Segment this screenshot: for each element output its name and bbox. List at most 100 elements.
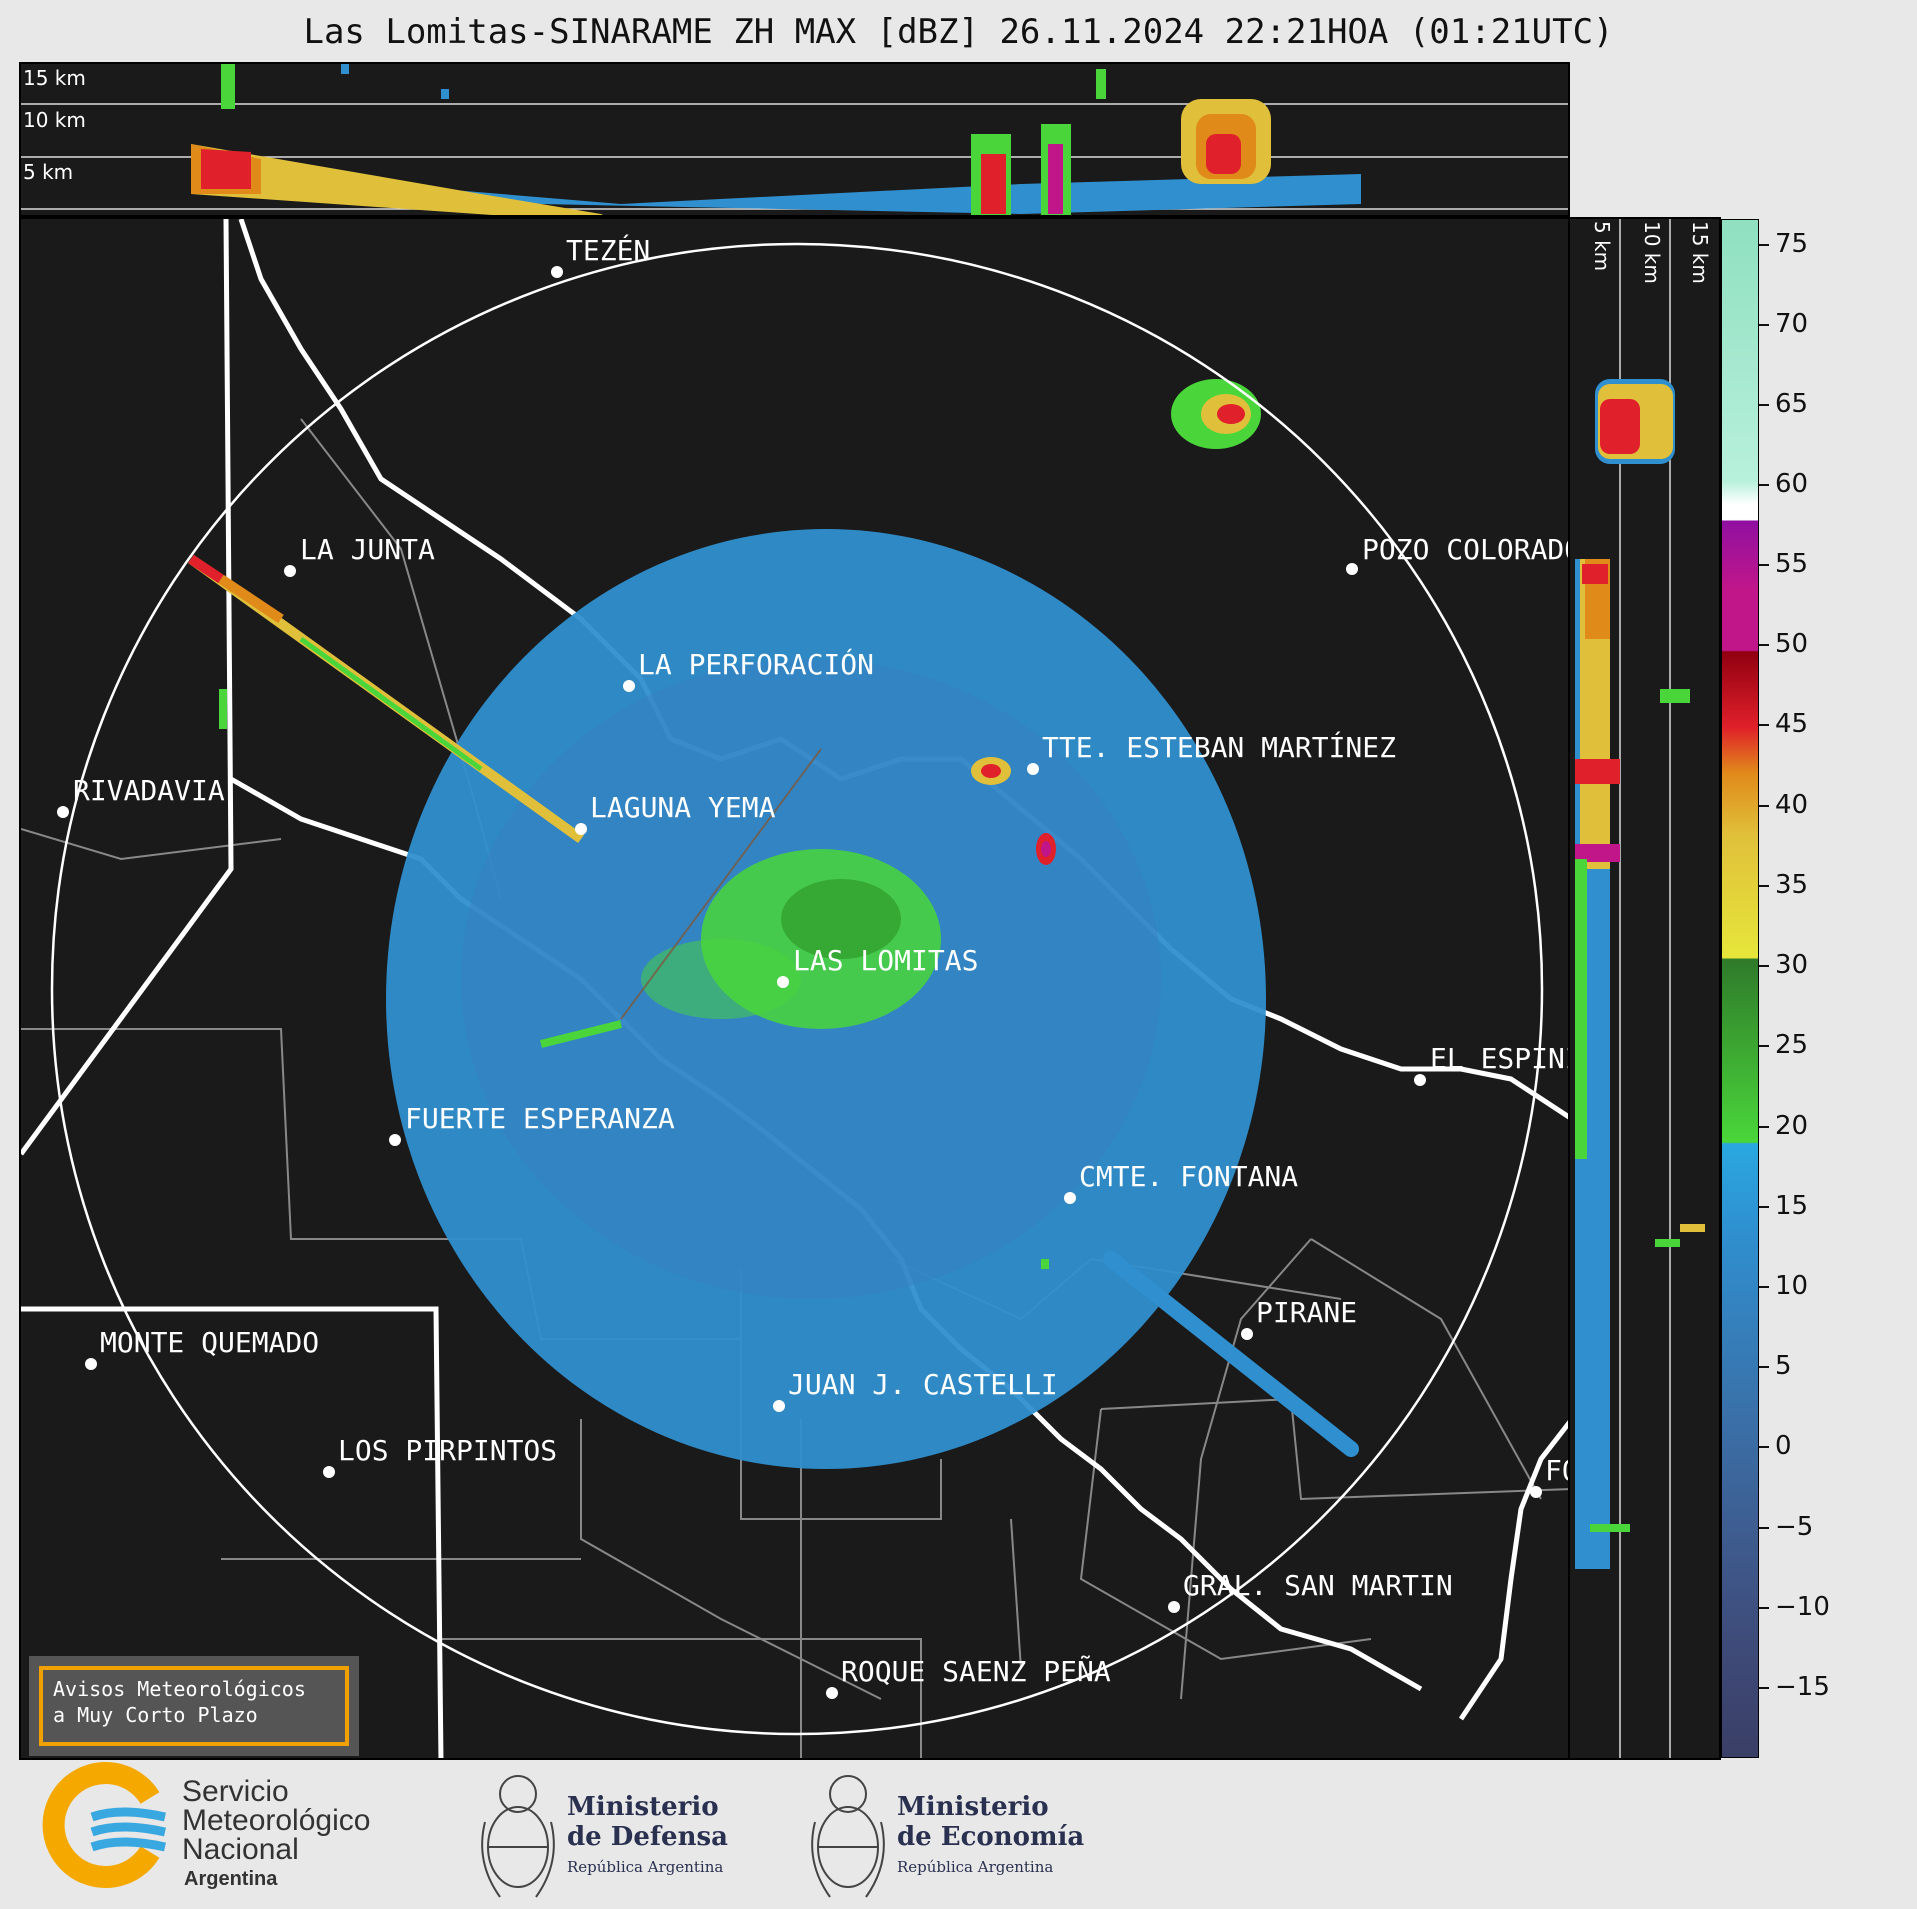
top-echo-green-column [221,64,235,109]
colorbar-label-55: 55 [1775,549,1809,579]
notice-line-1: Avisos Meteorológicos [53,1677,306,1701]
colorbar-label-40: 40 [1775,790,1809,820]
smn-logo-icon [42,1762,166,1888]
colorbar-tick-40 [1759,805,1769,807]
colorbar-tick-m5 [1759,1527,1769,1529]
colorbar-label-30: 30 [1775,950,1809,980]
city-markers [57,266,1542,1699]
colorbar-tick-55 [1759,564,1769,566]
map-title: Las Lomitas-SINARAME ZH MAX [dBZ] 26.11.… [303,12,1614,52]
smn-name-line3: Nacional [182,1833,299,1866]
city-marker-tte-esteban-martinez [1027,763,1039,775]
colorbar-tick-m15 [1759,1687,1769,1689]
colorbar-tick-20 [1759,1126,1769,1128]
city-marker-roque-saenz-pena [826,1687,838,1699]
city-label-cmte-fontana: CMTE. FONTANA [1079,1160,1298,1193]
city-label-tezen: TEZÉN [566,233,650,267]
city-marker-la-perforacion [623,680,635,692]
colorbar-label-m10: −10 [1775,1592,1830,1622]
side-altitude-label-10km: 10 km [1640,221,1664,284]
city-label-laguna-yema: LAGUNA YEMA [590,791,776,824]
colorbar-label-10: 10 [1775,1271,1809,1301]
side-altitude-label-15km: 15 km [1688,221,1712,284]
colorbar-tick-25 [1759,1045,1769,1047]
city-label-las-lomitas: LAS LOMITAS [793,944,978,977]
city-marker-formosa [1530,1486,1542,1498]
radar-map-panel: TEZÉN LA JUNTA POZO COLORADO LA PERFORAC… [19,217,1570,1760]
city-label-tte-esteban-martinez: TTE. ESTEBAN MARTÍNEZ [1042,730,1396,764]
colorbar-label-45: 45 [1775,709,1809,739]
smn-name-line2: Meteorológico [182,1804,371,1837]
side-altitude-label-5km: 5 km [1590,221,1614,272]
city-label-pozo-colorado: POZO COLORADO [1362,533,1570,566]
colorbar-tick-45 [1759,724,1769,726]
city-marker-juan-j-castelli [773,1400,785,1412]
city-label-la-junta: LA JUNTA [300,533,435,566]
footer-logos-svg [42,1762,885,1898]
altitude-label-5km: 5 km [23,160,74,184]
city-label-la-perforacion: LA PERFORACIÓN [638,647,874,681]
coat-of-arms-defensa-icon [481,1775,555,1898]
city-label-gral-san-martin: GRAL. SAN MARTIN [1183,1569,1453,1602]
colorbar-tick-60 [1759,484,1769,486]
city-marker-monte-quemado [85,1358,97,1370]
city-marker-los-pirpintos [323,1466,335,1478]
colorbar-label-70: 70 [1775,309,1809,339]
top-cross-section-svg [21,64,1568,215]
colorbar-tick-75 [1759,244,1769,246]
city-label-roque-saenz-pena: ROQUE SAENZ PEÑA [841,1654,1111,1688]
radar-map-svg: TEZÉN LA JUNTA POZO COLORADO LA PERFORAC… [21,219,1570,1758]
city-marker-el-espinillo [1414,1074,1426,1086]
colorbar-label-20: 20 [1775,1111,1809,1141]
top-echo-yellow [191,144,603,215]
coat-of-arms-economia-icon [811,1775,885,1898]
colorbar-tick-5 [1759,1366,1769,1368]
colorbar-label-25: 25 [1775,1030,1809,1060]
colorbar-tick-30 [1759,965,1769,967]
city-marker-las-lomitas [777,976,789,988]
colorbar-label-0: 0 [1775,1431,1792,1461]
city-label-fuerte-esperanza: FUERTE ESPERANZA [405,1102,675,1135]
colorbar-label-m15: −15 [1775,1672,1830,1702]
city-marker-la-junta [284,565,296,577]
colorbar-label-60: 60 [1775,469,1809,499]
colorbar-tick-65 [1759,404,1769,406]
colorbar-tick-15 [1759,1206,1769,1208]
city-label-pirane: PIRANE [1256,1296,1357,1329]
range-ring-circle [50,242,1544,1736]
dbz-colorbar [1721,219,1759,1758]
colorbar-label-m5: −5 [1775,1512,1814,1542]
city-marker-laguna-yema [575,823,587,835]
city-label-rivadavia: RIVADAVIA [73,774,225,807]
city-marker-pirane [1241,1328,1253,1340]
colorbar-label-50: 50 [1775,629,1809,659]
city-marker-gral-san-martin [1168,1601,1180,1613]
top-cross-section-panel: 15 km 10 km 5 km [19,62,1570,217]
notice-inner: Avisos Meteorológicos a Muy Corto Plazo [39,1666,349,1746]
colorbar-tick-50 [1759,644,1769,646]
altitude-label-10km: 10 km [23,108,86,132]
province-borders [21,219,444,1758]
city-label-juan-j-castelli: JUAN J. CASTELLI [788,1368,1058,1401]
colorbar-tick-70 [1759,324,1769,326]
colorbar-label-5: 5 [1775,1351,1792,1381]
colorbar-tick-10 [1759,1286,1769,1288]
city-marker-rivadavia [57,806,69,818]
economia-line1: Ministerio [897,1792,1049,1822]
economia-sub: República Argentina [897,1858,1054,1876]
side-cross-section-svg [1575,219,1705,1758]
smn-name-line1: Servicio [182,1775,289,1808]
colorbar-label-65: 65 [1775,389,1809,419]
defensa-line2: de Defensa [567,1822,728,1852]
notice-box[interactable]: Avisos Meteorológicos a Muy Corto Plazo [29,1656,359,1756]
colorbar-label-15: 15 [1775,1191,1809,1221]
economia-line2: de Economía [897,1822,1085,1852]
altitude-label-15km: 15 km [23,66,86,90]
city-label-el-espinillo: EL ESPINILLO [1430,1042,1570,1075]
city-marker-pozo-colorado [1346,563,1358,575]
colorbar-tick-m10 [1759,1607,1769,1609]
city-label-formosa: FORMOSA [1545,1454,1570,1487]
city-label-los-pirpintos: LOS PIRPINTOS [338,1434,557,1467]
city-labels: TEZÉN LA JUNTA POZO COLORADO LA PERFORAC… [73,233,1570,1688]
defensa-line1: Ministerio [567,1792,719,1822]
